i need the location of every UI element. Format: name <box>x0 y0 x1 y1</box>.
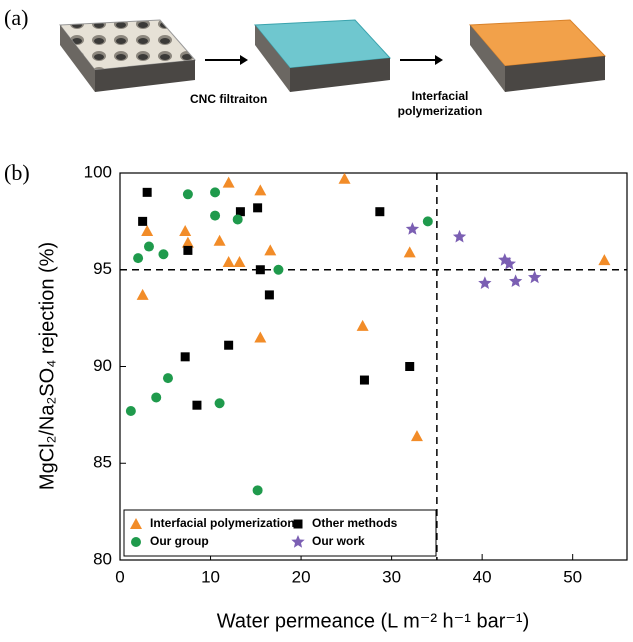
y-tick-label: 85 <box>93 453 112 472</box>
marker <box>179 225 192 237</box>
arrow-head <box>240 55 248 65</box>
x-tick-label: 10 <box>201 567 220 586</box>
marker <box>138 216 148 226</box>
y-tick-label: 80 <box>93 549 112 568</box>
marker <box>338 172 351 184</box>
marker <box>125 406 136 417</box>
marker <box>422 216 433 227</box>
marker <box>143 241 154 252</box>
plot-frame <box>119 172 628 561</box>
substrate-1 <box>59 19 197 92</box>
legend-label: Other methods <box>312 516 398 530</box>
marker <box>180 352 190 362</box>
marker <box>293 519 303 529</box>
marker <box>222 176 235 188</box>
x-tick-label: 30 <box>382 567 401 586</box>
legend-label: Interfacial polymerization <box>150 516 295 530</box>
marker <box>162 373 173 384</box>
marker <box>502 256 516 270</box>
marker <box>359 375 369 385</box>
step-label: polymerization <box>398 104 483 118</box>
step-label: Interfacial <box>412 89 469 103</box>
substrate-2 <box>253 19 392 92</box>
y-tick-label: 100 <box>84 162 112 181</box>
marker <box>255 265 265 275</box>
marker <box>214 398 225 409</box>
panel-label: (b) <box>4 160 30 185</box>
x-tick-label: 0 <box>115 567 124 586</box>
x-tick-label: 20 <box>292 567 311 586</box>
marker <box>183 245 193 255</box>
marker <box>210 210 221 221</box>
marker <box>291 535 305 548</box>
marker <box>133 253 144 264</box>
marker <box>264 244 277 256</box>
marker <box>253 203 263 213</box>
marker <box>254 184 267 196</box>
marker <box>222 256 235 268</box>
marker <box>410 430 423 442</box>
marker <box>254 331 267 343</box>
marker <box>405 222 420 235</box>
marker <box>452 229 467 243</box>
marker <box>356 319 369 331</box>
marker <box>142 187 152 197</box>
marker <box>151 392 162 403</box>
marker <box>478 276 492 289</box>
marker <box>224 340 234 350</box>
marker <box>233 256 246 268</box>
x-axis-label: Water permeance (L m⁻² h⁻¹ bar⁻¹) <box>217 610 529 632</box>
step-label: CNC filtraiton <box>190 92 267 106</box>
marker <box>136 288 149 300</box>
marker <box>235 207 245 217</box>
marker <box>213 234 226 246</box>
marker <box>509 274 523 287</box>
x-tick-label: 40 <box>473 567 492 586</box>
marker <box>192 400 202 410</box>
marker <box>405 362 415 371</box>
marker <box>182 189 193 200</box>
marker <box>273 264 284 275</box>
marker <box>141 225 154 237</box>
legend-label: Our work <box>312 534 365 548</box>
marker <box>252 485 263 496</box>
marker <box>158 249 169 260</box>
marker <box>598 254 611 266</box>
arrow-head <box>435 55 443 65</box>
marker <box>210 187 221 198</box>
marker <box>375 207 385 217</box>
marker <box>528 270 542 284</box>
y-tick-label: 90 <box>93 356 112 375</box>
legend-label: Our group <box>150 534 209 548</box>
marker <box>181 236 194 248</box>
legend-box <box>123 509 437 557</box>
y-axis-label: MgCl₂/Na₂SO₄ rejection (%) <box>36 242 58 490</box>
x-tick-label: 50 <box>563 567 582 586</box>
marker <box>131 537 141 547</box>
marker <box>264 290 274 300</box>
y-tick-label: 95 <box>93 259 112 278</box>
marker <box>130 518 142 529</box>
panel-label: (a) <box>4 5 28 30</box>
marker <box>232 214 243 225</box>
marker <box>403 246 416 258</box>
substrate-3 <box>468 19 607 92</box>
